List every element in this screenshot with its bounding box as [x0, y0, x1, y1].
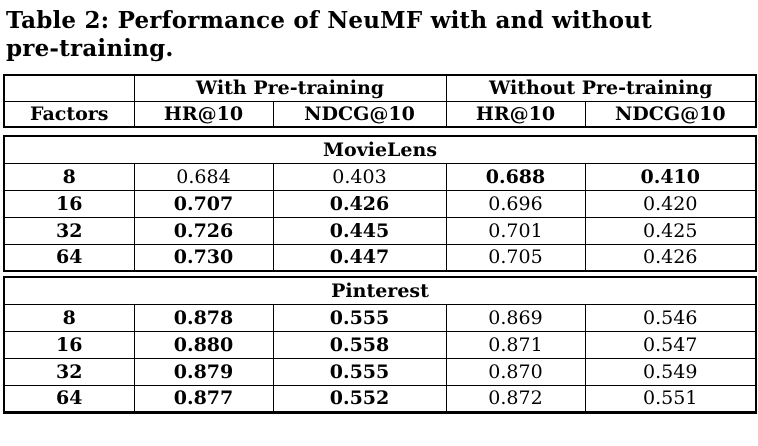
ndcg10-without-cell: 0.551 [584, 384, 757, 413]
table-row: 8 0.878 0.555 0.869 0.546 [3, 303, 757, 332]
ndcg10-without-cell: 0.546 [584, 303, 757, 332]
ndcg10-with-cell: 0.447 [272, 243, 447, 272]
ndcg10-without-cell: 0.426 [584, 243, 757, 272]
col-header-factors: Factors [3, 100, 135, 128]
ndcg10-without-cell: 0.547 [584, 330, 757, 359]
hr10-with-cell: 0.880 [133, 330, 274, 359]
table-caption: Table 2: Performance of NeuMF with and w… [3, 5, 755, 63]
col-header-ndcg10-with: NDCG@10 [272, 100, 447, 128]
hr10-with-cell: 0.707 [133, 189, 274, 218]
paper-table-figure: Table 2: Performance of NeuMF with and w… [3, 5, 758, 414]
hr10-without-cell: 0.701 [445, 216, 586, 245]
ndcg10-without-cell: 0.425 [584, 216, 757, 245]
table-row: 64 0.877 0.552 0.872 0.551 [3, 384, 757, 413]
factors-cell: 8 [3, 303, 135, 332]
section-title-pinterest: Pinterest [3, 276, 757, 305]
hr10-without-cell: 0.696 [445, 189, 586, 218]
ndcg10-without-cell: 0.420 [584, 189, 757, 218]
column-header-row: Factors HR@10 NDCG@10 HR@10 NDCG@10 [3, 100, 757, 128]
table-row: 32 0.726 0.445 0.701 0.425 [3, 216, 757, 245]
table-row: 16 0.707 0.426 0.696 0.420 [3, 189, 757, 218]
col-group-with-pretraining: With Pre-training [133, 74, 447, 102]
col-group-without-pretraining: Without Pre-training [445, 74, 757, 102]
hr10-without-cell: 0.872 [445, 384, 586, 413]
factors-cell: 16 [3, 330, 135, 359]
hr10-with-cell: 0.877 [133, 384, 274, 413]
hr10-with-cell: 0.684 [133, 162, 274, 191]
ndcg10-with-cell: 0.558 [272, 330, 447, 359]
factors-cell: 8 [3, 162, 135, 191]
table-row: 64 0.730 0.447 0.705 0.426 [3, 243, 757, 272]
col-header-hr10-without: HR@10 [445, 100, 586, 128]
hr10-without-cell: 0.869 [445, 303, 586, 332]
hr10-without-cell: 0.870 [445, 357, 586, 386]
table-row: 8 0.684 0.403 0.688 0.410 [3, 162, 757, 191]
factors-cell: 64 [3, 243, 135, 272]
factors-cell: 32 [3, 357, 135, 386]
corner-cell [3, 74, 135, 102]
ndcg10-with-cell: 0.555 [272, 303, 447, 332]
ndcg10-without-cell: 0.549 [584, 357, 757, 386]
ndcg10-without-cell: 0.410 [584, 162, 757, 191]
factors-cell: 64 [3, 384, 135, 413]
hr10-without-cell: 0.705 [445, 243, 586, 272]
header-table: With Pre-training Without Pre-training F… [3, 74, 758, 129]
col-header-ndcg10-without: NDCG@10 [584, 100, 757, 128]
movielens-section-table: MovieLens 8 0.684 0.403 0.688 0.410 16 0… [3, 135, 758, 273]
ndcg10-with-cell: 0.552 [272, 384, 447, 413]
ndcg10-with-cell: 0.403 [272, 162, 447, 191]
section-header-row: Pinterest [3, 276, 757, 305]
factors-cell: 16 [3, 189, 135, 218]
table-caption-line1: Table 2: Performance of NeuMF with and w… [6, 7, 652, 34]
hr10-with-cell: 0.879 [133, 357, 274, 386]
table-row: 16 0.880 0.558 0.871 0.547 [3, 330, 757, 359]
hr10-with-cell: 0.726 [133, 216, 274, 245]
section-title-movielens: MovieLens [3, 135, 757, 164]
pinterest-section-table: Pinterest 8 0.878 0.555 0.869 0.546 16 0… [3, 276, 758, 414]
ndcg10-with-cell: 0.426 [272, 189, 447, 218]
ndcg10-with-cell: 0.555 [272, 357, 447, 386]
col-header-hr10-with: HR@10 [133, 100, 274, 128]
spacer [3, 128, 755, 135]
hr10-without-cell: 0.688 [445, 162, 586, 191]
table-row: 32 0.879 0.555 0.870 0.549 [3, 357, 757, 386]
table-caption-line2: pre-training. [6, 35, 174, 63]
hr10-without-cell: 0.871 [445, 330, 586, 359]
hr10-with-cell: 0.878 [133, 303, 274, 332]
hr10-with-cell: 0.730 [133, 243, 274, 272]
column-group-row: With Pre-training Without Pre-training [3, 74, 757, 102]
section-header-row: MovieLens [3, 135, 757, 164]
factors-cell: 32 [3, 216, 135, 245]
ndcg10-with-cell: 0.445 [272, 216, 447, 245]
